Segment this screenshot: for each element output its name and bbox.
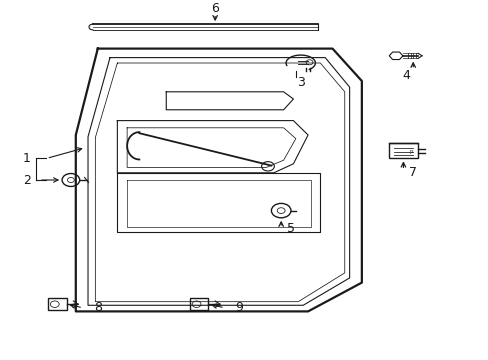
- Text: 1: 1: [23, 152, 31, 165]
- Text: 9: 9: [235, 301, 243, 314]
- Text: 4: 4: [401, 69, 409, 82]
- Bar: [189, 298, 208, 310]
- Text: 5: 5: [286, 222, 294, 235]
- Bar: [48, 298, 66, 310]
- Text: 3: 3: [296, 76, 304, 89]
- Text: 8: 8: [94, 301, 102, 314]
- Text: 2: 2: [23, 174, 31, 186]
- Text: 6: 6: [211, 3, 219, 15]
- Text: 7: 7: [408, 166, 416, 179]
- Text: p: p: [408, 149, 412, 154]
